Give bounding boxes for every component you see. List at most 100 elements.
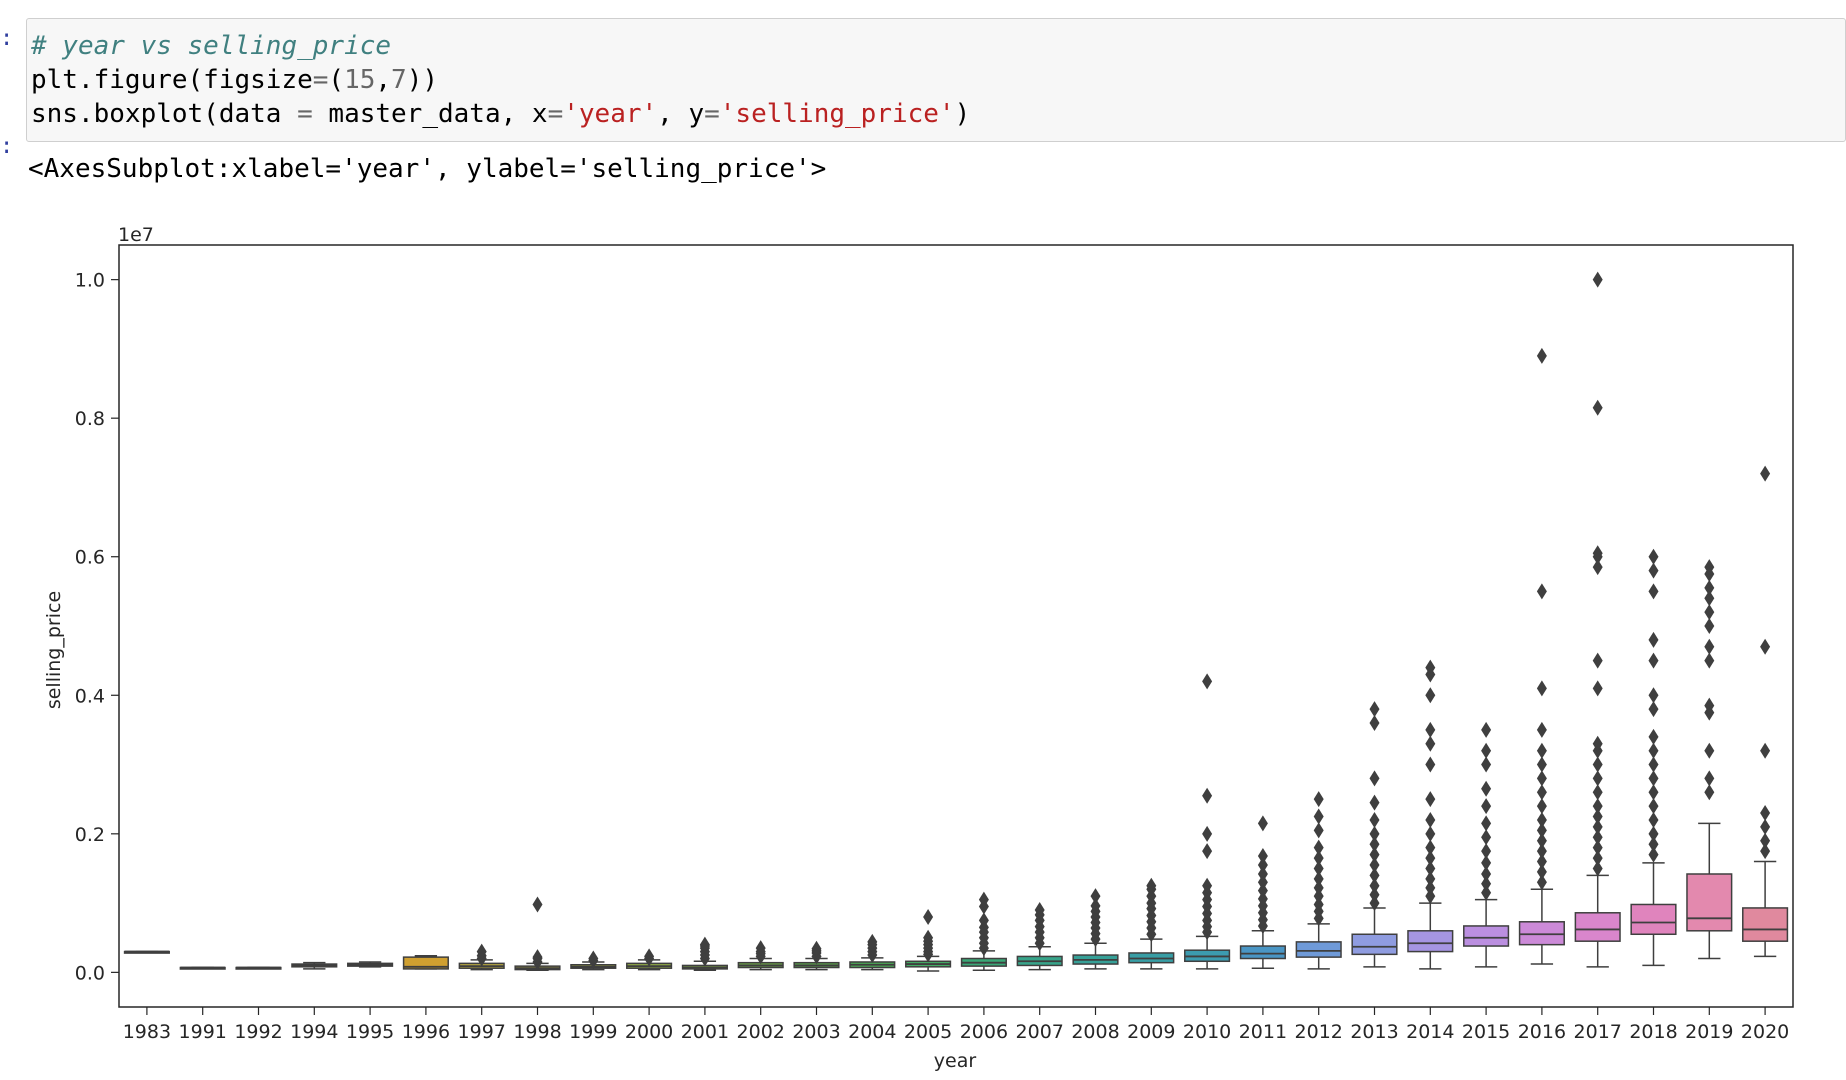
outlier-marker	[1313, 879, 1324, 896]
y-tick-label: 0.8	[75, 408, 105, 430]
box-body	[1239, 945, 1286, 960]
box-2010	[1184, 673, 1231, 970]
outlier-marker	[1369, 701, 1380, 718]
outlier-marker	[1536, 798, 1547, 815]
outlier-marker	[1481, 756, 1492, 773]
outlier-marker	[1090, 888, 1101, 905]
outlier-marker	[1481, 865, 1492, 882]
code-token: # year vs selling_price	[31, 31, 392, 61]
box-2001	[681, 936, 728, 972]
outlier-marker	[1146, 877, 1157, 894]
outlier-marker	[1648, 701, 1659, 718]
outlier-marker	[1369, 714, 1380, 731]
code-token: , y	[657, 99, 705, 129]
outlier-marker	[1313, 860, 1324, 877]
outlier-marker	[1592, 829, 1603, 846]
outlier-marker	[1034, 902, 1045, 919]
outlier-marker	[1536, 583, 1547, 600]
outlier-marker	[1369, 836, 1380, 853]
outlier-marker	[1257, 847, 1268, 864]
outlier-marker	[1592, 770, 1603, 787]
outlier-marker	[1536, 843, 1547, 860]
y-tick-label: 0.4	[75, 685, 105, 707]
code-token: =	[297, 99, 313, 129]
outlier-marker	[644, 948, 655, 965]
outlier-marker	[1369, 811, 1380, 828]
box-2018	[1630, 548, 1677, 967]
outlier-marker	[1592, 860, 1603, 877]
box-2014	[1407, 659, 1454, 970]
outlier-marker	[1369, 877, 1380, 894]
code-token: (	[328, 65, 345, 95]
outlier-marker	[755, 940, 766, 957]
outlier-marker	[1536, 874, 1547, 891]
box-2006	[960, 891, 1007, 972]
outlier-marker	[867, 933, 878, 950]
x-tick-label: 2015	[1462, 1021, 1510, 1043]
box-1992	[235, 966, 282, 970]
box-2017	[1574, 271, 1621, 968]
outlier-marker	[1760, 465, 1771, 482]
y-tick-label: 1.0	[75, 270, 105, 292]
outlier-marker	[1257, 865, 1268, 882]
outlier-marker	[1648, 798, 1659, 815]
x-tick-label: 2001	[681, 1021, 729, 1043]
x-tick-label: 2006	[960, 1021, 1008, 1043]
outlier-marker	[1592, 818, 1603, 835]
y-tick-label: 0.2	[75, 824, 105, 846]
outlier-marker	[1648, 548, 1659, 565]
outlier-marker	[1313, 791, 1324, 808]
box-2007	[1016, 902, 1063, 971]
outlier-marker	[1648, 583, 1659, 600]
boxplot-figure: 0.0 0.2 0.4 0.6 0.8 1.0 1983 1991 1992 1994 1995 1…	[43, 224, 1794, 1072]
x-tick-label: 2005	[904, 1021, 952, 1043]
box-2020	[1742, 465, 1789, 958]
outlier-marker	[1425, 888, 1436, 905]
outlier-marker	[1648, 652, 1659, 669]
box-2008	[1072, 888, 1119, 970]
outlier-marker	[1425, 735, 1436, 752]
outlier-marker	[1313, 850, 1324, 867]
box-body	[1742, 907, 1789, 942]
outlier-marker	[1202, 877, 1213, 894]
code-token: 'year'	[563, 99, 658, 129]
x-tick-label: 1996	[402, 1021, 450, 1043]
box-1995	[347, 961, 394, 968]
outlier-marker	[1425, 659, 1436, 676]
outlier-marker	[1648, 562, 1659, 579]
outlier-marker	[1536, 811, 1547, 828]
x-tick-label: 2017	[1574, 1021, 1622, 1043]
y-tick-label: 0.6	[75, 547, 105, 569]
x-tick-label: 2003	[792, 1021, 840, 1043]
outlier-marker	[1425, 825, 1436, 842]
code-token: master_data, x	[312, 99, 548, 129]
outlier-marker	[1313, 870, 1324, 887]
box-1994	[291, 961, 338, 970]
box-1999	[570, 950, 617, 971]
outlier-marker	[1369, 886, 1380, 903]
outlier-marker	[1704, 770, 1715, 787]
box-2000	[626, 948, 673, 971]
outlier-marker	[1592, 271, 1603, 288]
plot-area-frame	[118, 244, 1794, 1008]
outlier-marker	[1704, 559, 1715, 576]
box-2013	[1351, 701, 1398, 968]
outlier-marker	[1592, 735, 1603, 752]
outlier-marker	[1760, 805, 1771, 822]
outlier-marker	[1592, 756, 1603, 773]
box-body	[1407, 930, 1454, 953]
code-cell[interactable]: # year vs selling_price plt.figure(figsiz…	[26, 18, 1846, 142]
outlier-marker	[1425, 850, 1436, 867]
outlier-marker	[699, 936, 710, 953]
input-prompt-mark: :	[0, 26, 14, 51]
box-body	[1574, 912, 1621, 942]
x-tick-label: 2009	[1127, 1021, 1175, 1043]
code-token: 'selling_price'	[719, 99, 955, 129]
box-2015	[1463, 721, 1510, 968]
outlier-marker	[1704, 604, 1715, 621]
box-1997	[458, 943, 505, 971]
outlier-marker	[1369, 895, 1380, 912]
outlier-marker	[1592, 680, 1603, 697]
outlier-marker	[1481, 815, 1492, 832]
outlier-marker	[1648, 631, 1659, 648]
